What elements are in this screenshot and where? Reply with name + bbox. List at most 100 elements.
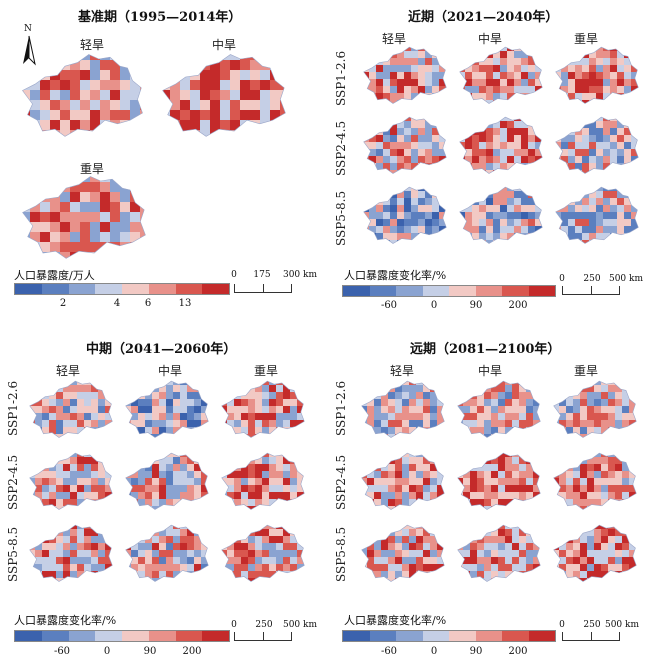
grid-cell: [486, 135, 493, 142]
grid-cell: [112, 413, 113, 420]
grid-cell: [418, 226, 425, 233]
grid-cell: [56, 434, 63, 438]
grid-cell: [35, 557, 42, 564]
grid-cell: [528, 142, 535, 149]
grid-cell: [381, 406, 388, 413]
grid-cell: [234, 471, 241, 478]
grid-cell: [423, 385, 430, 392]
mid-legend-tick: 200: [182, 646, 202, 657]
grid-cell: [512, 420, 519, 427]
grid-cell: [425, 149, 432, 156]
grid-cell: [535, 72, 542, 79]
grid-cell: [493, 191, 500, 198]
grid-cell: [152, 434, 159, 438]
grid-cell: [208, 434, 209, 438]
grid-cell: [131, 506, 138, 510]
grid-cell: [395, 543, 402, 550]
grid-cell: [208, 499, 209, 506]
grid-cell: [596, 240, 603, 244]
grid-cell: [505, 492, 512, 499]
grid-cell: [50, 176, 60, 182]
grid-cell: [187, 529, 194, 536]
grid-cell: [276, 529, 283, 536]
grid-cell: [100, 182, 110, 192]
grid-cell: [472, 163, 479, 170]
grid-cell: [477, 457, 484, 464]
grid-cell: [276, 492, 283, 499]
grid-cell: [145, 485, 152, 492]
grid-cell: [369, 170, 376, 174]
grid-cell: [374, 399, 381, 406]
grid-cell: [608, 385, 615, 392]
grid-cell: [98, 571, 105, 578]
grid-cell: [56, 536, 63, 543]
grid-cell: [638, 93, 639, 100]
mid-row-ssp585: SSP5-8.5: [6, 526, 20, 582]
grid-cell: [248, 506, 255, 510]
grid-cell: [170, 100, 180, 110]
grid-cell: [519, 392, 526, 399]
grid-cell: [361, 413, 367, 420]
grid-cell: [166, 464, 173, 471]
grid-cell: [120, 90, 130, 100]
grid-cell: [477, 406, 484, 413]
grid-cell: [138, 543, 145, 550]
mid-scale-tick: 250: [255, 620, 273, 630]
grid-cell: [255, 571, 262, 578]
grid-cell: [194, 536, 201, 543]
grid-cell: [411, 100, 418, 104]
grid-cell: [22, 192, 30, 202]
grid-cell: [220, 120, 230, 130]
grid-cell: [512, 427, 519, 434]
grid-cell: [418, 65, 425, 72]
grid-cell: [40, 222, 50, 232]
grid-cell: [283, 485, 290, 492]
grid-cell: [187, 543, 194, 550]
grid-cell: [234, 478, 241, 485]
baseline-scale-tick: 175: [253, 270, 271, 280]
grid-cell: [120, 176, 130, 182]
grid-cell: [542, 187, 543, 191]
grid-cell: [56, 571, 63, 578]
grid-cell: [290, 381, 297, 385]
grid-cell: [140, 242, 146, 252]
grid-cell: [90, 212, 100, 222]
grid-cell: [159, 536, 166, 543]
grid-cell: [587, 453, 594, 457]
grid-cell: [190, 80, 200, 90]
mid-map-r1-c1: [125, 452, 209, 510]
grid-cell: [50, 54, 60, 60]
grid-cell: [416, 499, 423, 506]
grid-cell: [283, 529, 290, 536]
grid-cell: [110, 130, 120, 137]
grid-cell: [173, 492, 180, 499]
far-scale-tick: 0: [559, 620, 565, 630]
grid-cell: [56, 485, 63, 492]
grid-cell: [519, 578, 526, 582]
grid-cell: [596, 79, 603, 86]
grid-cell: [140, 182, 146, 192]
grid-cell: [152, 492, 159, 499]
grid-cell: [617, 187, 624, 191]
grid-cell: [594, 453, 601, 457]
grid-cell: [262, 413, 269, 420]
grid-cell: [397, 72, 404, 79]
grid-cell: [210, 70, 220, 80]
grid-cell: [512, 457, 519, 464]
grid-cell: [629, 525, 636, 529]
grid-cell: [140, 120, 143, 130]
grid-cell: [369, 86, 376, 93]
grid-cell: [138, 420, 145, 427]
grid-cell: [381, 478, 388, 485]
grid-cell: [283, 392, 290, 399]
grid-cell: [90, 54, 100, 60]
near-map-r2-c1: [459, 186, 543, 244]
grid-cell: [512, 564, 519, 571]
grid-cell: [498, 478, 505, 485]
grid-cell: [56, 499, 63, 506]
grid-cell: [190, 60, 200, 70]
grid-cell: [409, 536, 416, 543]
grid-cell: [542, 198, 543, 205]
grid-cell: [589, 65, 596, 72]
grid-cell: [138, 413, 145, 420]
